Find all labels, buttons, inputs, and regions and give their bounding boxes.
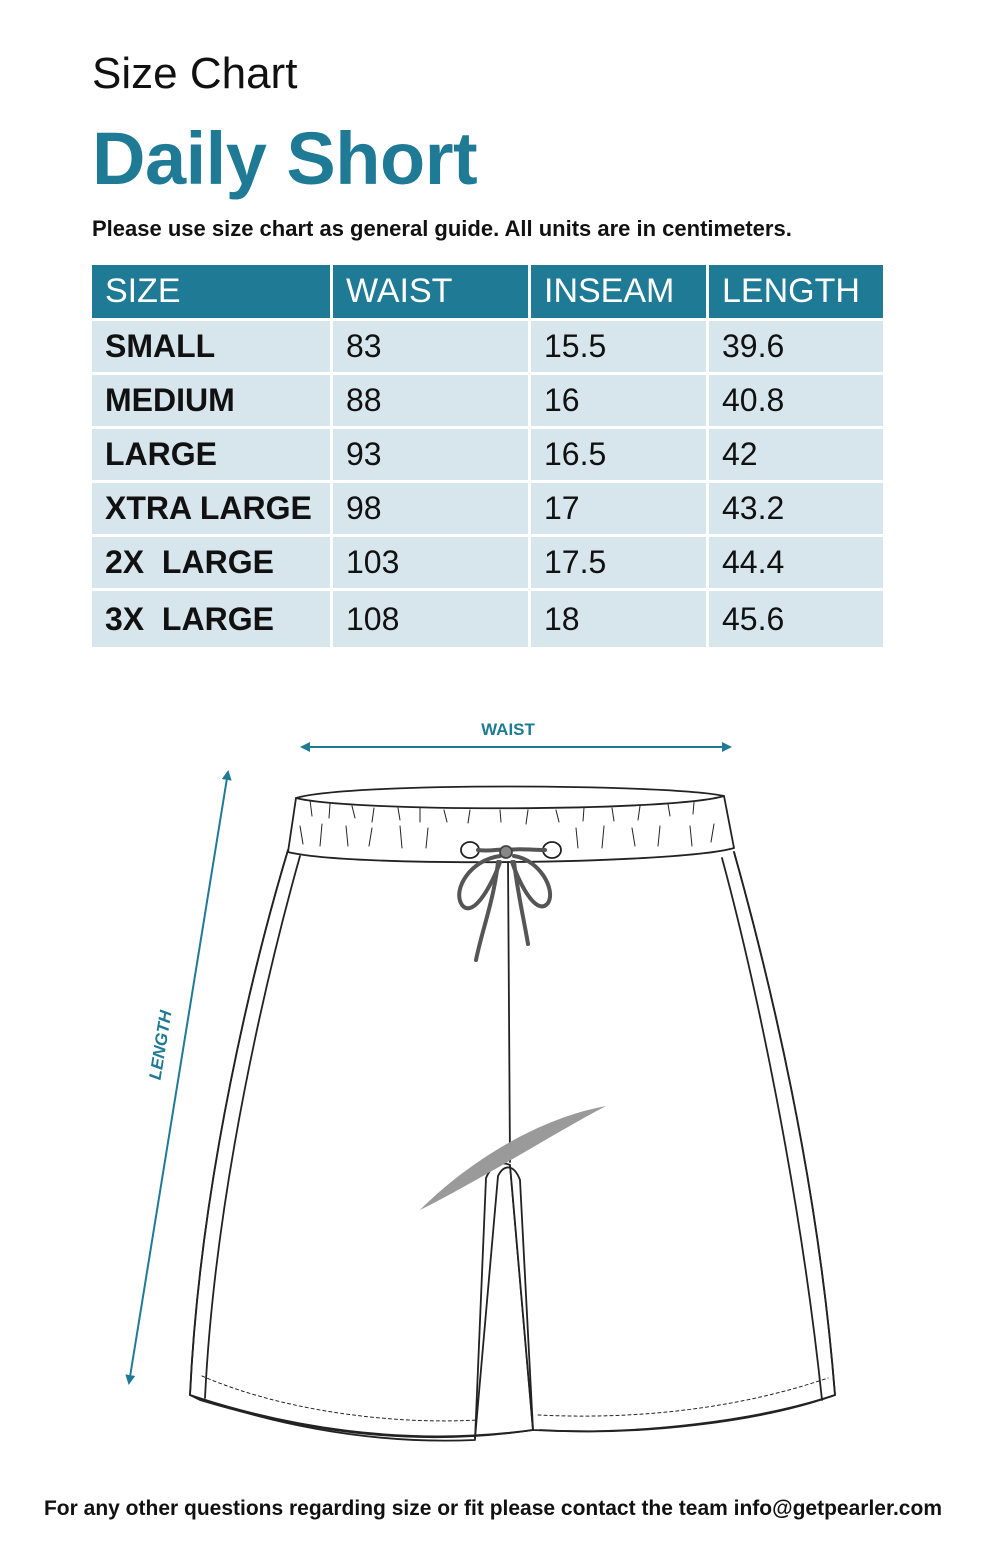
column-header-waist: WAIST [333,265,531,318]
size-table: SIZE WAIST INSEAM LENGTH SMALL 83 15.5 3… [92,265,883,647]
length-cell: 40.8 [709,372,883,426]
waist-cell: 93 [333,426,531,480]
table-row: LARGE 93 16.5 42 [92,426,883,480]
shadow-decoration [420,1106,606,1210]
inseam-cell: 16 [531,372,709,426]
length-cell: 45.6 [709,588,883,647]
length-arrow-icon [125,770,232,1385]
size-cell: XTRA LARGE [92,480,333,534]
table-row: 3X LARGE 108 18 45.6 [92,588,883,647]
table-row: SMALL 83 15.5 39.6 [92,318,883,372]
length-cell: 44.4 [709,534,883,588]
size-cell: 2X LARGE [92,534,333,588]
length-label: LENGTH [146,1008,176,1081]
length-cell: 39.6 [709,318,883,372]
shorts-diagram: WAIST LENGTH [125,720,836,1442]
column-header-size: SIZE [92,265,333,318]
column-header-inseam: INSEAM [531,265,709,318]
size-cell: MEDIUM [92,372,333,426]
table-row: XTRA LARGE 98 17 43.2 [92,480,883,534]
table-row: 2X LARGE 103 17.5 44.4 [92,534,883,588]
inseam-cell: 15.5 [531,318,709,372]
contact-footer: For any other questions regarding size o… [43,1497,942,1520]
size-cell: SMALL [92,318,333,372]
shorts-outline-icon [189,785,836,1442]
product-title: Daily Short [92,117,478,200]
size-note: Please use size chart as general guide. … [92,216,792,241]
waist-cell: 83 [333,318,531,372]
size-cell: LARGE [92,426,333,480]
column-header-length: LENGTH [709,265,883,318]
table-row: MEDIUM 88 16 40.8 [92,372,883,426]
waist-cell: 98 [333,480,531,534]
waist-cell: 103 [333,534,531,588]
waist-cell: 108 [333,588,531,647]
inseam-cell: 16.5 [531,426,709,480]
table-header-row: SIZE WAIST INSEAM LENGTH [92,265,883,318]
inseam-cell: 18 [531,588,709,647]
page-pretitle: Size Chart [92,49,298,98]
inseam-cell: 17 [531,480,709,534]
inseam-cell: 17.5 [531,534,709,588]
size-cell: 3X LARGE [92,588,333,647]
waist-measurement: WAIST [300,720,732,752]
length-cell: 42 [709,426,883,480]
waist-cell: 88 [333,372,531,426]
length-cell: 43.2 [709,480,883,534]
waist-label: WAIST [481,720,535,739]
